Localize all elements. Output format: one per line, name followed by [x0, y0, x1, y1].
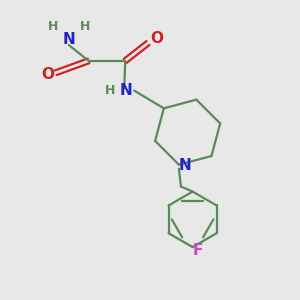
Text: H: H	[80, 20, 90, 33]
Text: H: H	[48, 20, 58, 33]
Text: F: F	[192, 243, 203, 258]
Text: O: O	[41, 67, 55, 82]
Text: O: O	[150, 31, 164, 46]
Text: H: H	[105, 84, 116, 97]
Text: N: N	[178, 158, 191, 173]
Text: N: N	[120, 83, 133, 98]
Text: N: N	[62, 32, 75, 46]
